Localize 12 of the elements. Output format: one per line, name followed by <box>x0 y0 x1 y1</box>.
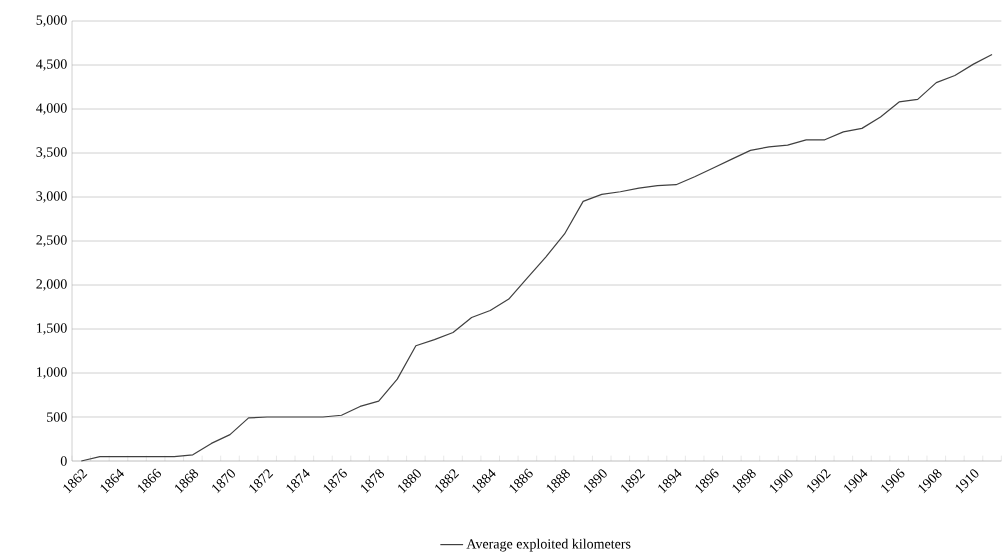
legend-label: Average exploited kilometers <box>466 538 631 552</box>
y-tick-label: 2,500 <box>36 235 67 247</box>
y-tick-label: 0 <box>60 456 67 466</box>
y-tick-label: 3,000 <box>36 191 67 203</box>
y-tick-label: 1,500 <box>37 323 67 335</box>
y-tick-label: 4,500 <box>36 59 67 71</box>
y-tick-label: 2,000 <box>36 279 67 291</box>
y-tick-label: 1,000 <box>37 367 67 379</box>
y-tick-label: 5,000 <box>36 15 67 27</box>
y-tick-label: 3,500 <box>36 147 67 159</box>
y-tick-label: 500 <box>47 412 67 422</box>
y-tick-label: 4,000 <box>36 103 67 115</box>
